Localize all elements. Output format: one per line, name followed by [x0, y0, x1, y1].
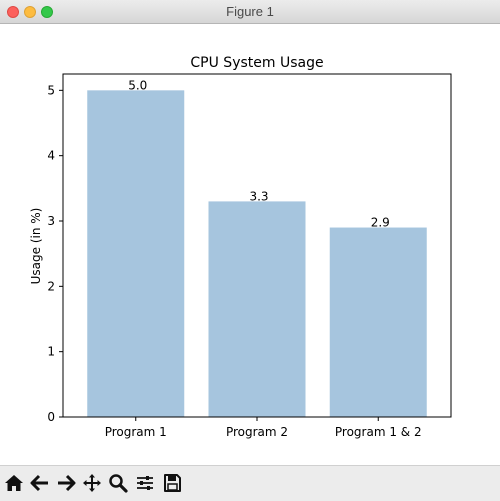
y-tick-label: 4 — [47, 149, 55, 163]
axes-frame — [62, 73, 452, 418]
zoom-icon[interactable] — [107, 472, 129, 494]
zoom-window-button[interactable] — [41, 6, 53, 18]
bar-value-label: 3.3 — [249, 189, 268, 203]
configure-icon[interactable] — [134, 472, 156, 494]
back-arrow-icon[interactable] — [29, 472, 51, 494]
figure-canvas: 5.0 Program 1 3.3 Program 2 2.9 Program 1 & 2… — [0, 24, 500, 465]
navigation-toolbar — [0, 465, 500, 501]
y-tick-label: 0 — [47, 410, 55, 424]
y-tick-label: 1 — [47, 345, 55, 359]
bar — [87, 90, 185, 417]
bar — [329, 227, 427, 417]
window-title: Figure 1 — [226, 4, 274, 19]
pan-icon[interactable] — [81, 472, 103, 494]
bar-value-label: 2.9 — [371, 216, 390, 230]
minimize-button[interactable] — [24, 6, 36, 18]
bar-value-label: 5.0 — [128, 78, 147, 92]
bar — [208, 201, 306, 417]
x-tick-label: Program 1 & 2 — [335, 425, 422, 439]
x-tick-label: Program 2 — [226, 425, 288, 439]
x-tick-label: Program 1 — [105, 425, 167, 439]
chart-title: CPU System Usage — [190, 55, 323, 71]
home-icon[interactable] — [3, 472, 25, 494]
bar-chart: 5.0 Program 1 3.3 Program 2 2.9 Program 1 & 2… — [0, 24, 500, 465]
y-axis-label: Usage (in %) — [29, 208, 43, 285]
y-tick-label: 3 — [47, 214, 55, 228]
y-tick-label: 5 — [47, 83, 55, 97]
close-button[interactable] — [7, 6, 19, 18]
save-icon[interactable] — [161, 472, 183, 494]
forward-arrow-icon[interactable] — [55, 472, 77, 494]
y-tick-label: 2 — [47, 279, 55, 293]
title-bar: Figure 1 — [0, 0, 500, 24]
